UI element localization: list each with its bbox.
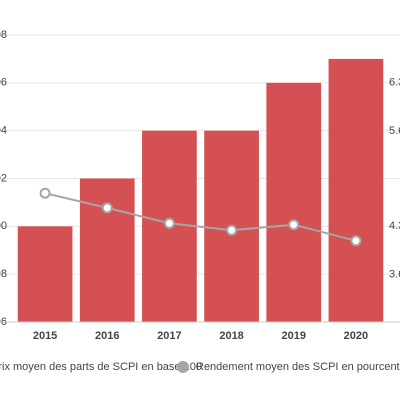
legend-marker [177, 361, 189, 373]
y2-tick-label: 5.6 [389, 125, 400, 137]
x-tick-label: 2015 [33, 330, 57, 342]
y-tick-label: 102 [0, 172, 7, 184]
y-tick-label: 104 [0, 125, 7, 137]
y-tick-label: 108 [0, 29, 7, 41]
x-tick-label: 2016 [95, 330, 119, 342]
y2-tick-label: 6.3 [389, 77, 400, 89]
bar [328, 58, 384, 323]
x-tick-label: 2020 [344, 330, 368, 342]
line-point [39, 187, 51, 199]
y-tick-label: 106 [0, 77, 7, 89]
line-point [288, 219, 300, 231]
y2-tick-label: 3.6 [389, 268, 400, 280]
y2-tick-label: 4.3 [389, 220, 400, 232]
x-tick-label: 2017 [157, 330, 181, 342]
legend-label: Prix moyen des parts de SCPI en base 100 [0, 361, 202, 373]
bar [266, 82, 322, 322]
x-tick-label: 2019 [282, 330, 306, 342]
line-point [350, 235, 362, 247]
bar [17, 226, 73, 322]
line-point [226, 224, 238, 236]
line-point [101, 202, 113, 214]
x-tick-label: 2018 [219, 330, 243, 342]
y-tick-label: 98 [0, 268, 7, 280]
legend-label: Rendement moyen des SCPI en pourcentage … [196, 361, 400, 373]
y-tick-label: 100 [0, 220, 7, 232]
line-point [163, 217, 175, 229]
bar [79, 178, 135, 322]
line [44, 192, 357, 242]
